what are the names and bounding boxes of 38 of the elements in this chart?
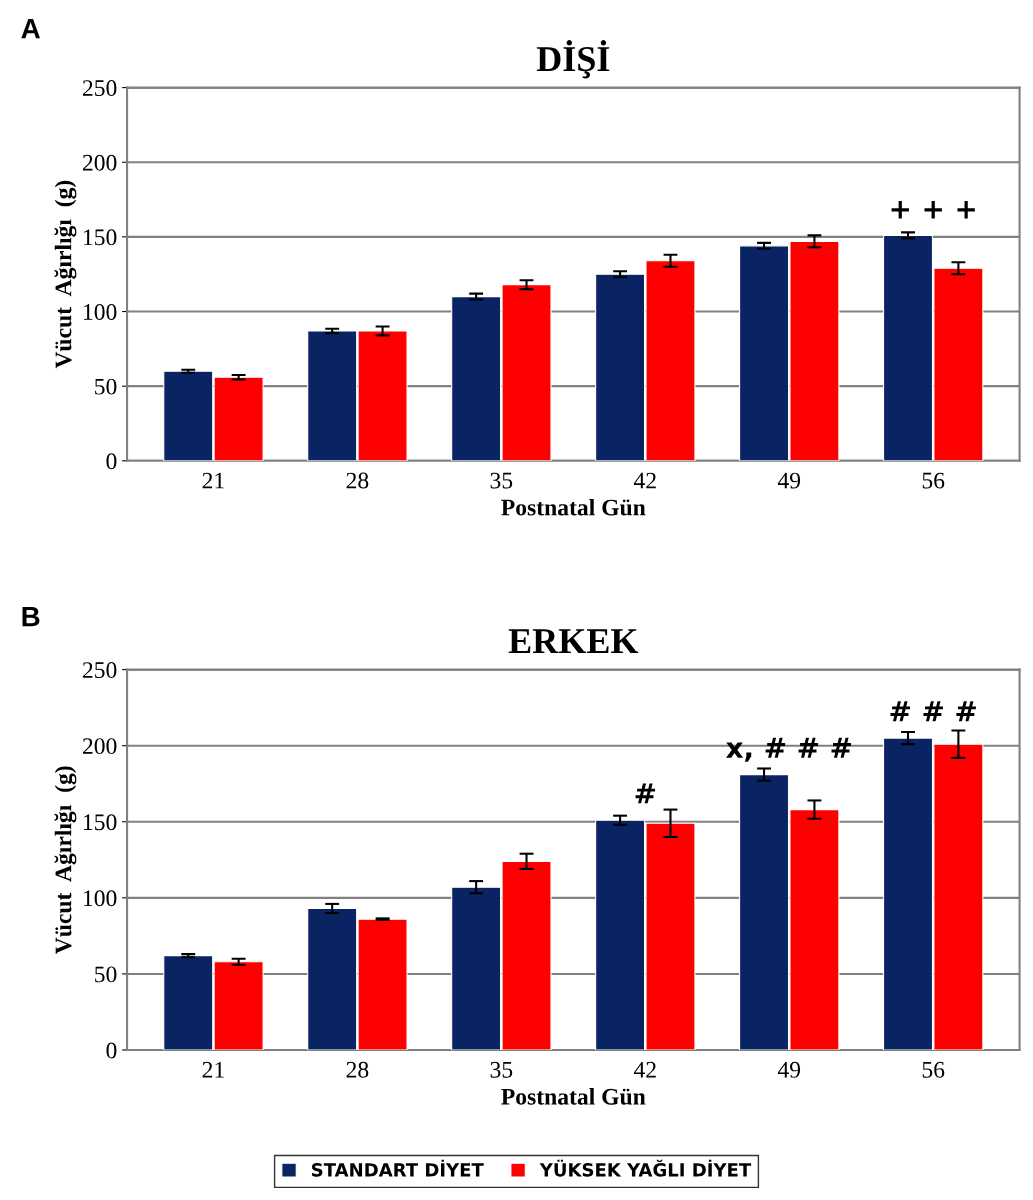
x-tick-label: 21 xyxy=(202,1061,224,1078)
y-tick-label: 250 xyxy=(82,662,117,679)
x-axis-title: Postnatal Gün xyxy=(501,498,646,516)
y-axis-title: Vücut Ağırlığı (g) xyxy=(54,180,77,369)
legend-label: STANDART DİYET xyxy=(312,1159,484,1177)
annotation: # # # xyxy=(890,701,976,722)
y-tick-label: 50 xyxy=(95,966,117,983)
annotation: # xyxy=(635,783,656,804)
legend-label: YÜKSEK YAĞLI DİYET xyxy=(539,1159,752,1177)
x-tick-label: 42 xyxy=(633,1061,656,1078)
y-tick-label: 200 xyxy=(82,738,117,755)
x-tick-label: 49 xyxy=(777,472,801,489)
chart-title: DİŞİ xyxy=(536,40,610,79)
y-tick-label: 150 xyxy=(84,229,117,246)
y-tick-label: 0 xyxy=(106,453,117,470)
annotation: + + + xyxy=(891,201,975,219)
y-tick-label: 0 xyxy=(106,1042,117,1059)
y-tick-label: 100 xyxy=(84,304,117,320)
x-axis-title: Postnatal Gün xyxy=(501,1088,646,1105)
x-tick-label: 35 xyxy=(490,1061,513,1078)
y-tick-label: 250 xyxy=(82,80,117,97)
y-tick-label: 100 xyxy=(84,890,117,907)
y-tick-label: 150 xyxy=(84,814,117,831)
y-axis-title: Vücut Ağırlığı (g) xyxy=(54,766,77,954)
text: B xyxy=(22,607,40,627)
x-tick-label: 42 xyxy=(633,472,656,489)
x-tick-label: 28 xyxy=(346,472,369,489)
text: A xyxy=(21,19,40,39)
x-tick-label: 49 xyxy=(777,1061,801,1078)
x-tick-label: 21 xyxy=(202,472,224,489)
y-tick-label: 200 xyxy=(82,154,117,171)
x-tick-label: 28 xyxy=(346,1061,369,1078)
x-tick-label: 56 xyxy=(922,472,945,489)
annotation: x, # # # xyxy=(726,737,852,762)
y-tick-label: 50 xyxy=(95,378,117,395)
x-tick-label: 56 xyxy=(922,1061,945,1078)
x-tick-label: 35 xyxy=(490,472,513,489)
chart-title: ERKEK xyxy=(508,629,639,653)
